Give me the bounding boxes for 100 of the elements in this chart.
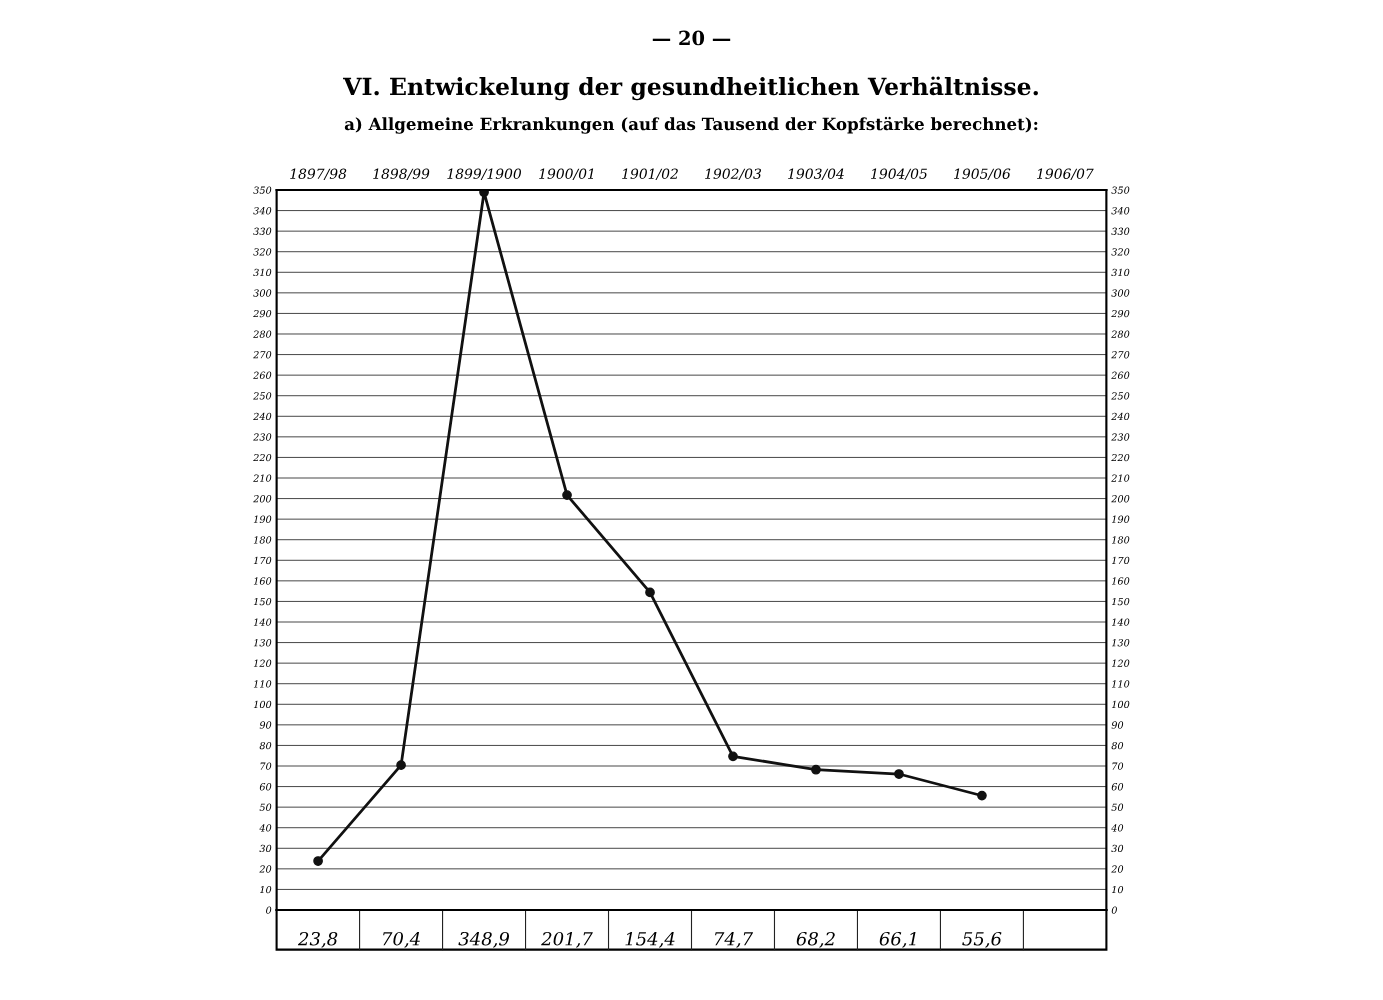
point — [479, 190, 489, 198]
point — [562, 490, 572, 500]
point — [313, 856, 323, 866]
y2-tick-label: 110 — [1111, 680, 1130, 688]
y2-tick-label: 90 — [1111, 721, 1124, 729]
y2-tick-label: 140 — [1111, 618, 1130, 626]
y-tick-label: 290 — [253, 309, 272, 318]
point — [894, 769, 904, 779]
y2-tick-label: 180 — [1111, 536, 1130, 544]
y-tick-label: 30 — [259, 844, 272, 853]
y-tick-label: 60 — [259, 783, 272, 791]
y2-tick-label: 350 — [1111, 186, 1130, 194]
x-tick-label: 1900/01 — [539, 168, 594, 181]
y-tick-label: 280 — [253, 330, 272, 338]
x-tick-label: 1898/99 — [373, 168, 430, 181]
y2-tick-label: 60 — [1111, 783, 1124, 791]
y2-tick-label: 10 — [1111, 885, 1124, 894]
y-tick-label: 310 — [253, 268, 272, 277]
y-tick-label: 160 — [253, 577, 272, 585]
y2-tick-label: 150 — [1111, 597, 1130, 606]
y2-tick-label: 340 — [1111, 207, 1130, 215]
y2-tick-label: 280 — [1111, 330, 1130, 338]
y2-tick-label: 120 — [1111, 659, 1130, 667]
y-tick-label: 330 — [253, 227, 272, 235]
y2-tick-label: 310 — [1111, 268, 1130, 277]
data-label: 154,4 — [625, 931, 675, 948]
x-tick-label: 1897/98 — [290, 168, 347, 181]
data-label: 201,7 — [541, 931, 593, 948]
y-tick-label: 80 — [259, 741, 272, 750]
y2-tick-label: 240 — [1111, 412, 1130, 421]
y2-tick-label: 300 — [1111, 289, 1130, 297]
y-tick-label: 210 — [253, 474, 272, 482]
y-tick-label: 200 — [253, 495, 272, 503]
y2-tick-label: 330 — [1111, 227, 1130, 235]
y-tick-label: 220 — [253, 453, 272, 462]
y2-tick-label: 130 — [1111, 639, 1130, 647]
y2-tick-label: 50 — [1111, 803, 1124, 811]
chart-subtitle: a) Allgemeine Erkrankungen (auf das Tausend der Kopfstärke berechnet): — [344, 116, 1038, 134]
point — [728, 751, 738, 762]
y-tick-label: 170 — [253, 556, 272, 565]
x-tick-label: 1904/05 — [871, 168, 927, 181]
y2-tick-label: 0 — [1111, 906, 1117, 914]
y-tick-label: 190 — [253, 515, 272, 523]
y2-tick-label: 210 — [1111, 474, 1130, 482]
y-tick-label: 260 — [253, 371, 272, 379]
x-tick-label: 1901/02 — [622, 168, 678, 181]
y-tick-label: 0 — [266, 906, 272, 914]
y2-tick-label: 230 — [1111, 433, 1130, 441]
point — [811, 764, 821, 775]
y-tick-label: 340 — [253, 207, 272, 215]
y-tick-label: 50 — [259, 803, 272, 811]
data-label: 23,8 — [297, 931, 338, 948]
y2-tick-label: 220 — [1111, 453, 1130, 462]
y2-tick-label: 270 — [1111, 351, 1130, 359]
data-label: 68,2 — [796, 931, 835, 948]
y2-tick-label: 290 — [1111, 309, 1130, 318]
point — [977, 790, 987, 801]
y-tick-label: 240 — [253, 412, 272, 421]
y2-tick-label: 170 — [1111, 556, 1130, 565]
y-tick-label: 350 — [253, 186, 272, 194]
y-tick-label: 230 — [253, 433, 272, 441]
y-tick-label: 10 — [260, 885, 272, 894]
y-tick-label: 140 — [253, 618, 272, 626]
chart-title: VI. Entwickelung der gesundheitlichen Verhältnisse. — [343, 76, 1038, 101]
y2-tick-label: 260 — [1111, 371, 1130, 379]
point — [396, 760, 406, 771]
y2-tick-label: 70 — [1112, 762, 1124, 770]
y-tick-label: 130 — [253, 639, 272, 647]
y-tick-label: 100 — [253, 700, 272, 709]
y-tick-label: 20 — [259, 865, 272, 873]
y2-tick-label: 20 — [1111, 865, 1124, 873]
y-tick-label: 320 — [253, 248, 272, 256]
data-label: 55,6 — [962, 931, 1002, 948]
y-tick-label: 180 — [253, 536, 272, 544]
x-tick-label: 1899/1900 — [447, 168, 522, 181]
x-tick-label: 1906/07 — [1037, 168, 1094, 181]
y-tick-label: 90 — [259, 721, 272, 729]
x-tick-label: 1903/04 — [788, 168, 844, 181]
x-tick-label: 1905/06 — [954, 168, 1011, 181]
y2-tick-label: 320 — [1111, 248, 1130, 256]
point — [645, 587, 655, 598]
y-tick-label: 70 — [260, 762, 272, 770]
y2-tick-label: 160 — [1111, 577, 1130, 585]
x-tick-label: 1902/03 — [705, 168, 761, 181]
y-tick-label: 120 — [253, 659, 272, 667]
y2-tick-label: 100 — [1111, 700, 1130, 709]
y2-tick-label: 190 — [1111, 515, 1130, 523]
y-tick-label: 110 — [253, 680, 272, 688]
data-label: 66,1 — [879, 931, 916, 948]
data-label: 70,4 — [383, 931, 420, 948]
y2-tick-label: 80 — [1111, 741, 1124, 750]
data-label: 74,7 — [715, 931, 754, 948]
data-label: 348,9 — [458, 931, 509, 948]
y2-tick-label: 250 — [1111, 392, 1130, 400]
y-tick-label: 150 — [253, 597, 272, 606]
y2-tick-label: 30 — [1111, 844, 1124, 853]
y-tick-label: 250 — [253, 392, 272, 400]
y-tick-label: 270 — [253, 351, 272, 359]
y2-tick-label: 40 — [1111, 824, 1124, 832]
y-tick-label: 300 — [253, 289, 272, 297]
